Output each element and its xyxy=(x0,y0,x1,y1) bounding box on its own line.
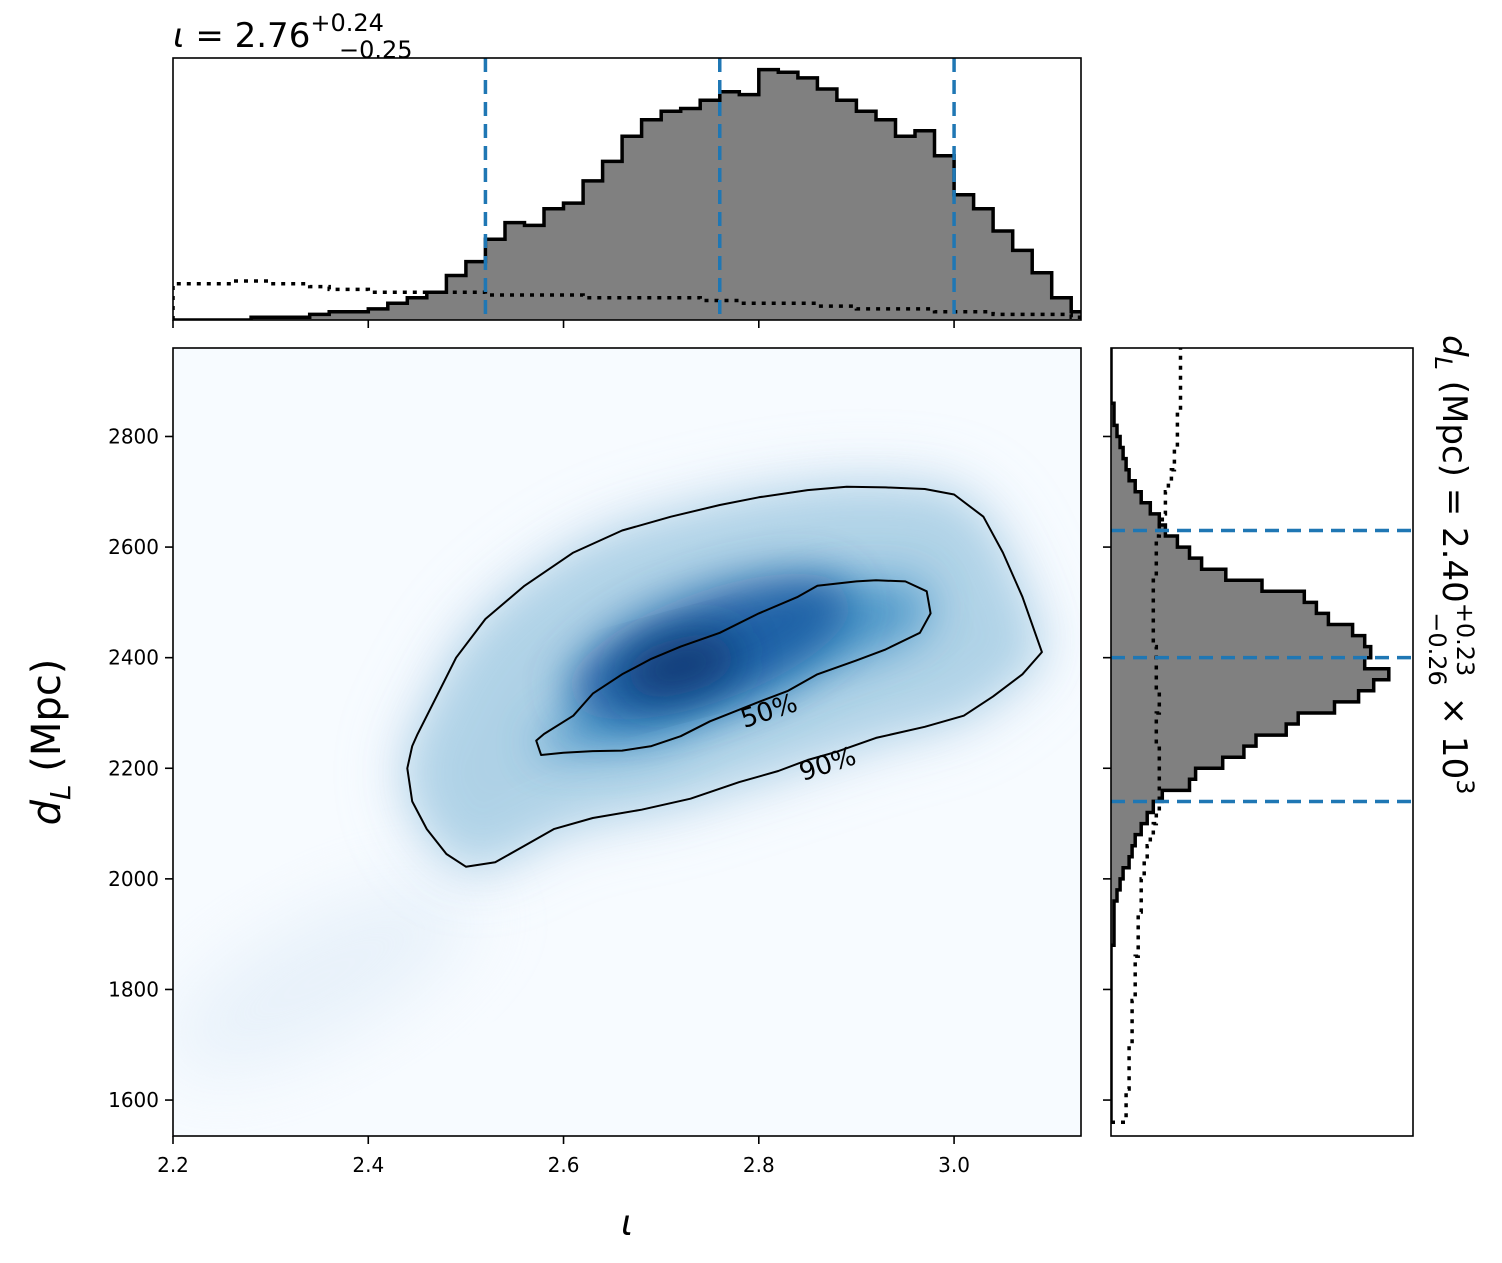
marginal-x-title: ι = 2.76+0.24 xyxy=(173,9,384,56)
marginal-x-posterior-fill xyxy=(173,69,1081,320)
y-tick-label: 2000 xyxy=(108,867,159,891)
marginal-x-panel: ι = 2.76+0.24 −0.25 xyxy=(172,9,1082,328)
density-heatmap xyxy=(173,486,1042,1075)
x-tick-label: 2.8 xyxy=(743,1153,775,1177)
joint-y-axis-label: dL (Mpc) xyxy=(24,659,77,826)
marginal-y-prior-line xyxy=(1111,348,1183,1124)
x-tick-label: 3.0 xyxy=(938,1153,970,1177)
joint-y-ticks: 1600 1800 2000 2200 2400 2600 2800 xyxy=(108,424,173,1112)
joint-y-axis-label-unit: (Mpc) xyxy=(24,659,70,785)
marginal-x-plot-area xyxy=(173,58,1081,320)
joint-x-ticks: 2.2 2.4 2.6 2.8 3.0 xyxy=(157,1136,970,1177)
contour-90pct xyxy=(406,485,1043,868)
marginal-y-ticks xyxy=(1103,435,1111,1101)
density-peak xyxy=(622,634,740,698)
joint-plot-area: 50%90% xyxy=(173,485,1043,1075)
joint-x-axis-label: ι xyxy=(621,1203,633,1244)
y-tick-label: 1800 xyxy=(108,977,159,1001)
marginal-y-title-subscript: L xyxy=(1429,357,1457,370)
joint-panel: 50%90% 2.2 2.4 2.6 2.8 3.0 1600 1800 2000 2200 2… xyxy=(24,347,1082,1244)
marginal-y-title-equation: (Mpc) = 2.40 xyxy=(1434,370,1474,603)
x-tick-label: 2.6 xyxy=(548,1153,580,1177)
marginal-x-prior-line xyxy=(173,279,1081,320)
y-tick-label: 1600 xyxy=(108,1088,159,1112)
marginal-y-title-tail: × 10 xyxy=(1434,686,1474,779)
marginal-x-title-upper-error: +0.24 xyxy=(310,9,384,37)
contour-50pct xyxy=(535,579,932,756)
marginal-y-plot-area xyxy=(1111,348,1413,1124)
joint-y-axis-label-subscript: L xyxy=(44,784,77,800)
marginal-y-posterior-fill xyxy=(1111,348,1389,1123)
marginal-x-posterior-outline xyxy=(173,67,1081,320)
marginal-x-title-symbol: ι xyxy=(173,16,185,56)
marginal-y-frame xyxy=(1110,347,1414,1137)
y-tick-label: 2400 xyxy=(108,646,159,670)
y-tick-label: 2600 xyxy=(108,535,159,559)
marginal-y-title-symbol: d xyxy=(1434,335,1474,357)
density-tail xyxy=(173,882,473,1075)
marginal-x-title-lower-error: −0.25 xyxy=(339,36,413,64)
marginal-y-posterior-outline xyxy=(1111,348,1391,1123)
y-tick-label: 2800 xyxy=(108,424,159,448)
marginal-y-title: dL (Mpc) = 2.40+0.23−0.26 × 103 xyxy=(1423,335,1479,794)
marginal-x-title-equation: = 2.76 xyxy=(185,16,311,56)
joint-y-axis-label-symbol: d xyxy=(24,799,70,825)
marginal-x-frame xyxy=(172,57,1082,321)
marginal-y-title-upper-error: +0.23 xyxy=(1451,603,1479,677)
marginal-y-title-power: 3 xyxy=(1451,779,1479,794)
x-tick-label: 2.4 xyxy=(352,1153,384,1177)
marginal-x-ticks xyxy=(172,320,955,328)
x-tick-label: 2.2 xyxy=(157,1153,189,1177)
marginal-y-panel: dL (Mpc) = 2.40+0.23−0.26 × 103 xyxy=(1103,335,1479,1137)
marginal-y-title-lower-error: −0.26 xyxy=(1423,612,1451,686)
joint-frame xyxy=(172,347,1082,1137)
y-tick-label: 2200 xyxy=(108,756,159,780)
